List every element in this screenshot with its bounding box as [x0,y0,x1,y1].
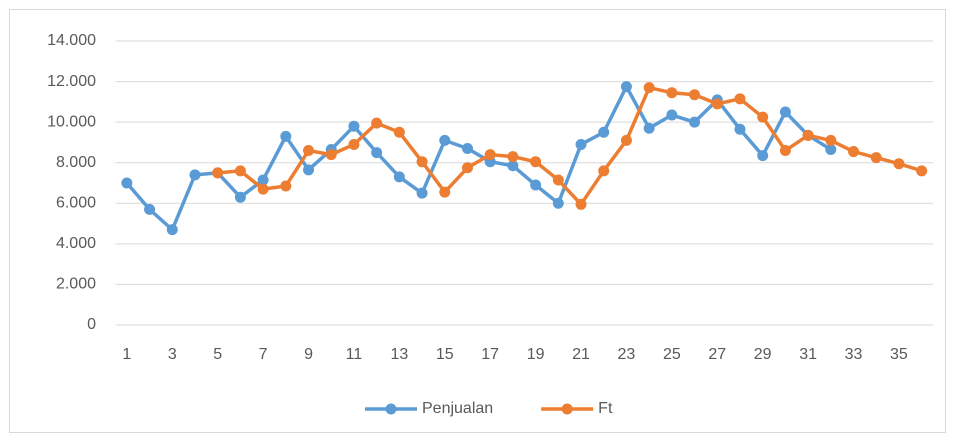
data-point [757,111,769,123]
chart-border [9,9,946,433]
data-point [393,171,405,183]
data-point [757,150,769,162]
legend-marker [385,403,397,415]
data-point [916,165,928,177]
x-tick-label: 21 [572,346,590,363]
data-point [575,138,587,150]
x-tick-label: 15 [436,346,454,363]
x-tick-label: 29 [754,346,772,363]
data-point [234,165,246,177]
y-tick-label: 4.000 [56,235,96,252]
y-tick-label: 6.000 [56,195,96,212]
data-point [530,179,542,191]
legend-label: Penjualan [422,400,493,417]
data-point [393,126,405,138]
legend-label: Ft [598,400,613,417]
x-tick-label: 5 [213,346,222,363]
y-tick-label: 8.000 [56,154,96,171]
data-point [689,89,701,101]
data-point [303,164,315,176]
y-tick-label: 12.000 [47,73,96,90]
data-point [234,191,246,203]
x-tick-label: 11 [346,346,363,363]
data-point [348,120,360,132]
data-point [779,106,791,118]
data-point [325,149,337,161]
data-point [303,145,315,157]
x-tick-label: 35 [890,346,908,363]
data-point [802,129,814,141]
data-point [439,134,451,146]
x-tick-label: 13 [390,346,408,363]
data-point [734,123,746,135]
data-point [620,134,632,146]
data-point [416,156,428,168]
data-point [552,174,564,186]
data-point [552,197,564,209]
data-point [734,93,746,105]
data-point [893,158,905,170]
x-tick-label: 27 [708,346,726,363]
y-tick-label: 10.000 [47,113,96,130]
x-tick-label: 17 [481,346,499,363]
data-point [371,117,383,129]
data-point [530,156,542,168]
data-point [507,151,519,163]
x-tick-label: 1 [122,346,131,363]
data-point [643,122,655,134]
x-tick-label: 3 [168,346,177,363]
x-tick-label: 25 [663,346,681,363]
data-point [212,167,224,179]
data-point [507,160,519,172]
data-point [598,165,610,177]
x-tick-label: 23 [618,346,636,363]
data-point [779,145,791,157]
x-tick-label: 33 [845,346,863,363]
data-point [848,146,860,158]
data-point [257,174,269,186]
data-point [575,198,587,210]
data-point [416,187,428,199]
data-point [484,149,496,161]
data-point [144,203,156,215]
data-point [439,186,451,198]
data-point [257,183,269,195]
y-tick-label: 2.000 [56,276,96,293]
x-tick-label: 9 [304,346,313,363]
data-point [280,180,292,192]
data-point [280,130,292,142]
data-point [461,143,473,155]
data-point [870,152,882,164]
x-tick-label: 19 [527,346,545,363]
legend-marker [561,403,573,415]
data-point [620,81,632,93]
data-point [689,116,701,128]
data-point [348,138,360,150]
data-point [711,98,723,110]
y-tick-label: 0 [87,316,96,333]
data-point [166,224,178,236]
data-point [121,177,133,189]
x-tick-label: 31 [799,346,817,363]
data-point [371,147,383,159]
data-point [666,87,678,99]
x-tick-label: 7 [259,346,268,363]
data-point [461,162,473,174]
data-point [825,144,837,156]
data-point [825,134,837,146]
data-point [189,169,201,181]
y-tick-label: 14.000 [47,32,96,49]
data-point [598,126,610,138]
data-point [643,82,655,94]
data-point [666,109,678,121]
